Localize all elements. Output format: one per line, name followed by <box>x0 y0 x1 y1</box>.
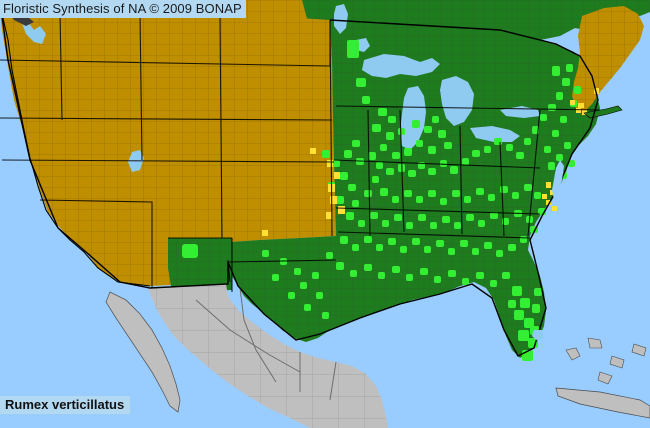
county-rare-ne-1 <box>594 88 599 94</box>
species-name: Rumex verticillatus <box>5 397 125 412</box>
county-present-cluster <box>262 40 581 361</box>
county-rare-ne-2 <box>578 103 584 108</box>
lake-of-the-woods <box>356 38 370 52</box>
region-cuba <box>555 387 650 419</box>
baja-california <box>105 291 181 413</box>
map-title: Floristic Synthesis of NA © 2009 BONAP <box>3 1 242 16</box>
national-boundary <box>1 15 599 357</box>
mexico-state-lines <box>195 287 337 401</box>
lake-huron <box>440 76 474 126</box>
lake-okeechobee <box>532 330 544 340</box>
region-bahamas <box>565 337 647 385</box>
lake-michigan <box>400 86 426 150</box>
region-western-us-texture <box>0 12 336 286</box>
pacific-coast-shape <box>0 12 22 300</box>
lake-superior <box>362 54 440 78</box>
lake-winnipeg <box>334 4 348 34</box>
lake-erie <box>470 126 520 142</box>
county-rare-ne-3 <box>582 110 587 115</box>
coastline-west <box>1 13 151 287</box>
state-boundaries <box>0 11 601 292</box>
region-new-england-texture <box>572 6 644 112</box>
species-name-band: Rumex verticillatus <box>0 396 131 414</box>
chesapeake-bay <box>552 160 564 200</box>
county-present-nm <box>182 244 198 258</box>
region-mexico-texture <box>148 284 388 428</box>
map-title-band: Floristic Synthesis of NA © 2009 BONAP <box>0 0 246 18</box>
